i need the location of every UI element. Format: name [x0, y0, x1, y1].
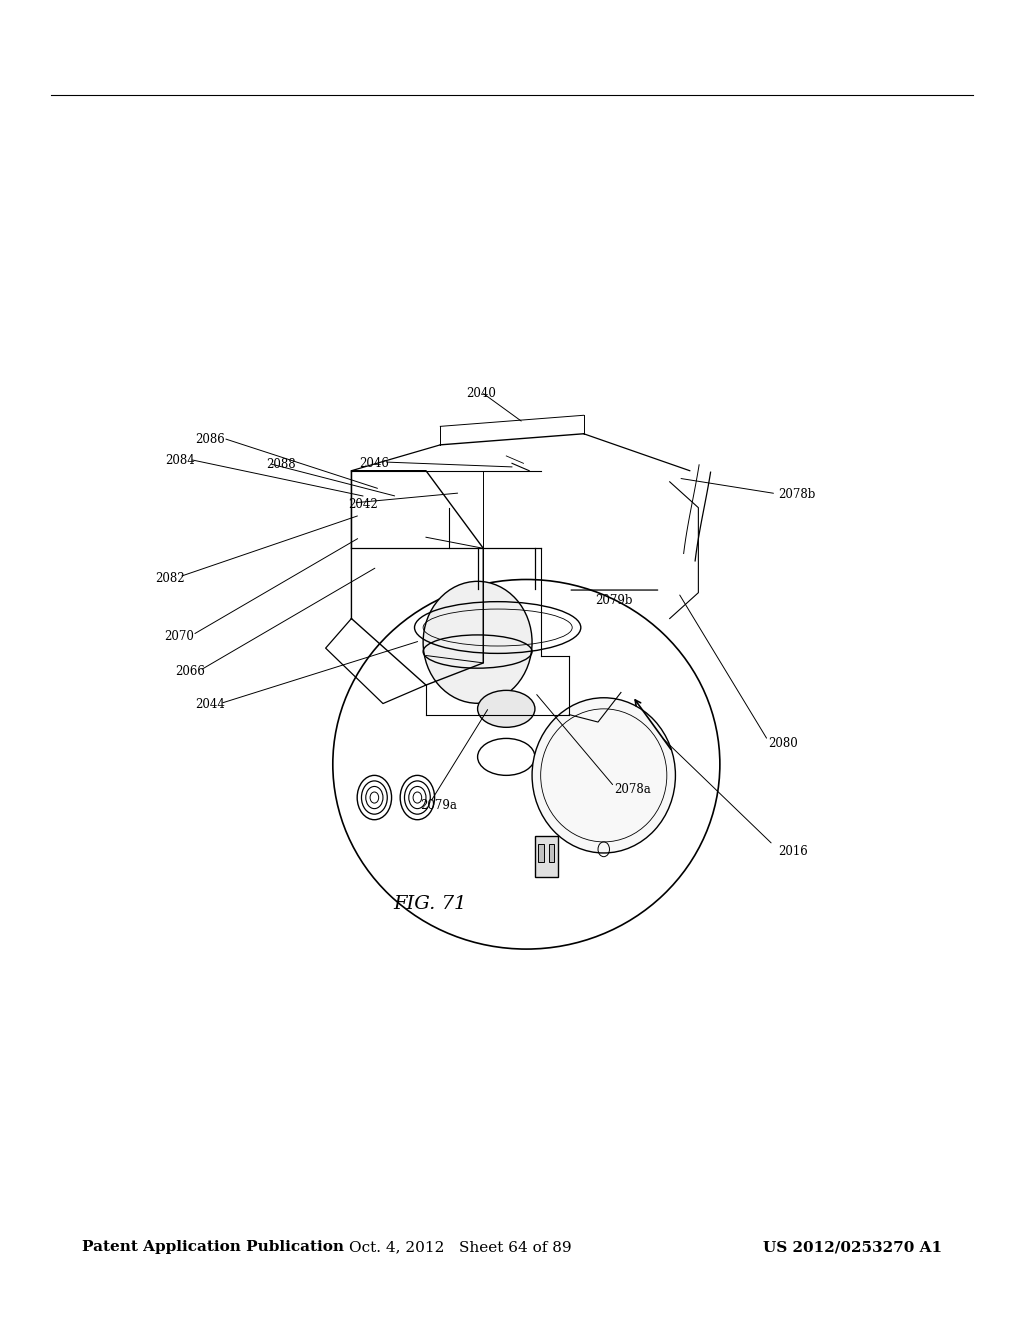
- Text: 2078b: 2078b: [778, 488, 815, 502]
- Text: 2078a: 2078a: [614, 783, 651, 796]
- FancyBboxPatch shape: [539, 843, 544, 862]
- Text: FIG. 71: FIG. 71: [393, 895, 467, 913]
- Ellipse shape: [423, 581, 532, 704]
- FancyBboxPatch shape: [549, 843, 554, 862]
- Text: 2044: 2044: [196, 698, 225, 711]
- Text: 2016: 2016: [778, 845, 808, 858]
- Text: 2079a: 2079a: [420, 799, 457, 812]
- Text: 2084: 2084: [165, 454, 195, 467]
- Text: 2082: 2082: [155, 572, 184, 585]
- Text: 2046: 2046: [359, 457, 389, 470]
- Text: 2080: 2080: [768, 737, 798, 750]
- Ellipse shape: [532, 698, 676, 853]
- Text: 2070: 2070: [165, 630, 195, 643]
- Text: 2040: 2040: [466, 387, 497, 400]
- Text: 2042: 2042: [348, 498, 378, 511]
- Text: 2086: 2086: [196, 433, 225, 446]
- Ellipse shape: [477, 690, 535, 727]
- Text: US 2012/0253270 A1: US 2012/0253270 A1: [763, 1241, 942, 1254]
- Text: 2088: 2088: [266, 458, 296, 471]
- Text: Oct. 4, 2012   Sheet 64 of 89: Oct. 4, 2012 Sheet 64 of 89: [349, 1241, 572, 1254]
- FancyBboxPatch shape: [535, 837, 558, 876]
- Text: Patent Application Publication: Patent Application Publication: [82, 1241, 344, 1254]
- Text: 2079b: 2079b: [596, 594, 633, 607]
- Text: 2066: 2066: [175, 665, 205, 678]
